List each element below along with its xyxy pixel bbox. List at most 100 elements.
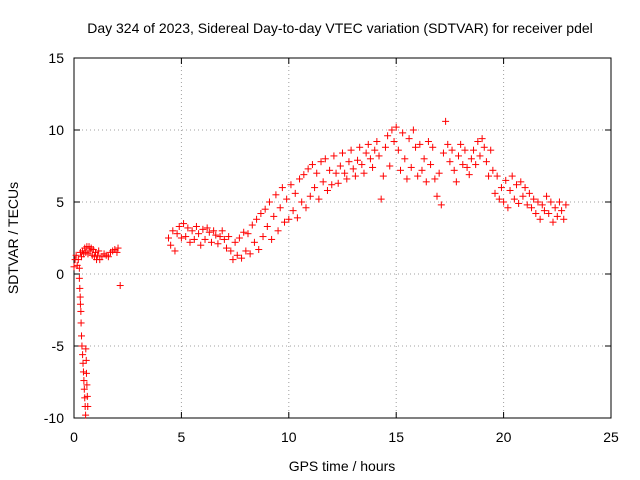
chart-title: Day 324 of 2023, Sidereal Day-to-day VTE…	[87, 20, 593, 36]
y-tick-label: -10	[44, 410, 64, 426]
y-tick-label: -5	[52, 338, 65, 354]
data-point	[311, 184, 319, 192]
data-point	[459, 161, 467, 169]
data-point	[343, 175, 351, 183]
data-point	[491, 189, 499, 197]
data-point	[523, 201, 531, 209]
data-point	[192, 222, 200, 230]
data-point	[431, 175, 439, 183]
data-point	[308, 161, 316, 169]
data-point	[233, 251, 241, 259]
data-point	[409, 126, 417, 134]
x-tick-label: 15	[388, 429, 404, 445]
data-point	[235, 234, 243, 242]
data-point	[381, 143, 389, 151]
data-point	[416, 140, 424, 148]
data-point	[244, 230, 252, 238]
data-point	[547, 198, 555, 206]
data-point	[218, 227, 226, 235]
data-point	[386, 162, 394, 170]
data-point	[396, 166, 404, 174]
data-point	[274, 227, 282, 235]
data-point	[86, 247, 94, 255]
data-point	[390, 138, 398, 146]
data-point	[339, 149, 346, 157]
data-point	[281, 218, 289, 226]
data-point	[77, 319, 85, 327]
data-point	[197, 241, 205, 249]
data-point	[437, 201, 445, 209]
data-point	[330, 152, 338, 160]
data-point	[528, 204, 536, 212]
data-point	[223, 244, 231, 252]
data-point	[336, 162, 344, 170]
data-point	[190, 235, 198, 243]
data-point	[79, 359, 87, 367]
data-point	[298, 198, 306, 206]
data-point	[238, 254, 246, 262]
data-point	[454, 152, 462, 160]
data-point	[422, 178, 430, 186]
data-point	[480, 143, 488, 151]
data-point	[203, 224, 211, 232]
data-point	[76, 293, 84, 301]
data-point	[478, 135, 486, 143]
data-point	[377, 195, 385, 203]
data-point	[369, 163, 377, 171]
data-point	[407, 163, 415, 171]
data-point	[427, 161, 435, 169]
data-point	[186, 238, 194, 246]
data-point	[549, 218, 557, 226]
data-point	[446, 158, 454, 166]
data-point	[429, 143, 437, 151]
data-point	[79, 351, 87, 359]
data-point	[405, 135, 413, 143]
data-point	[506, 186, 514, 194]
data-point	[167, 241, 175, 249]
x-tick-label: 0	[70, 429, 78, 445]
data-point	[457, 140, 465, 148]
data-point	[442, 117, 450, 125]
data-point	[82, 411, 90, 419]
data-point	[75, 274, 83, 282]
data-point	[375, 152, 383, 160]
data-point	[306, 192, 314, 200]
data-point	[420, 155, 428, 163]
data-point	[519, 192, 527, 200]
data-point	[560, 215, 568, 223]
data-point	[461, 146, 469, 154]
data-point	[326, 166, 334, 174]
data-point	[205, 228, 213, 236]
data-point	[476, 152, 484, 160]
data-point	[555, 198, 563, 206]
data-point	[72, 251, 80, 259]
data-point	[293, 214, 301, 222]
data-point	[80, 377, 88, 385]
data-point	[231, 238, 239, 246]
data-point	[261, 205, 269, 213]
data-point	[248, 221, 256, 229]
data-point	[300, 171, 308, 179]
data-point	[470, 146, 478, 154]
data-point	[392, 123, 400, 131]
data-point	[255, 246, 263, 254]
data-point	[272, 191, 280, 199]
data-point	[263, 222, 271, 230]
data-point	[82, 369, 90, 377]
data-point	[317, 158, 325, 166]
y-tick-label: 10	[48, 122, 64, 138]
data-point	[551, 204, 559, 212]
data-point	[229, 256, 237, 264]
data-point	[80, 385, 88, 393]
data-point	[403, 175, 411, 183]
grid-lines	[74, 58, 611, 418]
data-point	[240, 228, 248, 236]
data-point	[489, 166, 497, 174]
data-point	[220, 235, 228, 243]
data-point	[444, 140, 452, 148]
data-point	[114, 244, 122, 252]
data-point	[379, 172, 387, 180]
data-point	[74, 256, 82, 264]
data-point	[313, 169, 321, 177]
data-point	[341, 169, 349, 177]
